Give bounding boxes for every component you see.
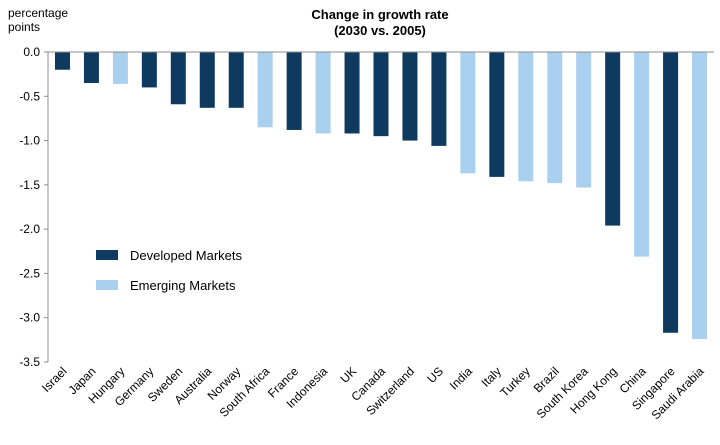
chart-title: Change in growth rate bbox=[311, 7, 449, 22]
bar-singapore bbox=[663, 52, 679, 333]
bar-japan bbox=[83, 52, 99, 83]
legend-item-developed: Developed Markets bbox=[96, 246, 242, 264]
bar-saudi-arabia bbox=[692, 52, 708, 339]
bar-france bbox=[286, 52, 302, 130]
bar-norway bbox=[228, 52, 244, 108]
bar-australia bbox=[199, 52, 215, 108]
y-tick-label: 0.0 bbox=[23, 45, 40, 59]
chart-title-block: Change in growth rate (2030 vs. 2005) bbox=[230, 7, 530, 39]
bar-switzerland bbox=[402, 52, 418, 141]
bar-canada bbox=[373, 52, 389, 137]
legend-swatch-emerging bbox=[96, 280, 118, 290]
y-axis-label-line2: points bbox=[8, 20, 41, 34]
legend-label-emerging: Emerging Markets bbox=[130, 277, 236, 293]
bar-turkey bbox=[518, 52, 534, 182]
legend-item-emerging: Emerging Markets bbox=[96, 276, 242, 294]
x-tick-label: Turkey bbox=[497, 364, 533, 400]
legend-swatch-developed bbox=[96, 250, 118, 260]
bar-hungary bbox=[112, 52, 128, 84]
bar-italy bbox=[489, 52, 505, 177]
bar-sweden bbox=[170, 52, 186, 105]
x-tick-label: US bbox=[424, 364, 446, 386]
bar-indonesia bbox=[315, 52, 331, 134]
x-tick-label: Israel bbox=[39, 364, 70, 395]
bar-israel bbox=[54, 52, 70, 70]
y-tick-label: -2.5 bbox=[19, 266, 40, 280]
bar-uk bbox=[344, 52, 360, 134]
bar-south-korea bbox=[576, 52, 592, 188]
bar-hong-kong bbox=[605, 52, 621, 226]
x-tick-label: UK bbox=[337, 364, 359, 386]
y-tick-label: -1.0 bbox=[19, 134, 40, 148]
y-tick-label: -3.5 bbox=[19, 355, 40, 369]
bar-germany bbox=[141, 52, 157, 88]
legend-label-developed: Developed Markets bbox=[130, 247, 242, 263]
y-tick-label: -3.0 bbox=[19, 311, 40, 325]
y-axis-label-line1: percentage bbox=[8, 6, 69, 20]
bar-south-africa bbox=[257, 52, 273, 128]
bar-brazil bbox=[547, 52, 563, 184]
x-tick-label: India bbox=[447, 364, 476, 393]
y-tick-label: -1.5 bbox=[19, 178, 40, 192]
bar-china bbox=[634, 52, 650, 257]
y-axis-label: percentage points bbox=[8, 6, 98, 34]
bar-us bbox=[431, 52, 447, 146]
y-tick-label: -0.5 bbox=[19, 89, 40, 103]
y-tick-label: -2.0 bbox=[19, 222, 40, 236]
bar-india bbox=[460, 52, 476, 174]
legend: Developed Markets Emerging Markets bbox=[96, 246, 242, 306]
chart-subtitle: (2030 vs. 2005) bbox=[334, 23, 426, 38]
